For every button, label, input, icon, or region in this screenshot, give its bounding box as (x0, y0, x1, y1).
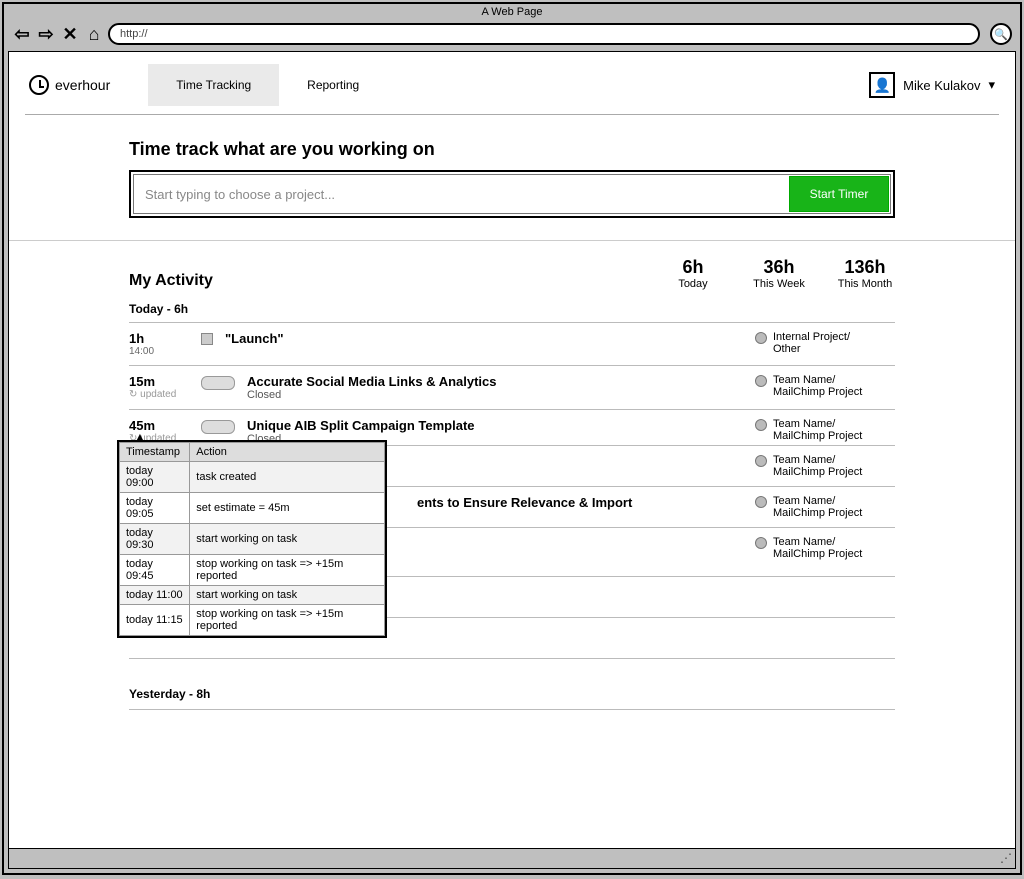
activity-row[interactable]: 1h14:00 "Launch" Internal Project/Other (129, 322, 895, 365)
project-label: Team Name/MailChimp Project (755, 454, 895, 478)
brand-name: everhour (55, 77, 110, 93)
duration: 15m↻ updated (129, 374, 189, 400)
task: "Launch" (225, 331, 743, 346)
today-label: Today - 6h (129, 302, 895, 316)
project-dot-icon (755, 375, 767, 387)
browser-toolbar: ⇦ ⇨ ✕ ⌂ http:// 🔍 (4, 20, 1020, 51)
project-dot-icon (755, 455, 767, 467)
duration: 1h14:00 (129, 331, 189, 357)
task: Accurate Social Media Links & AnalyticsC… (247, 374, 743, 401)
forward-icon[interactable]: ⇨ (36, 24, 56, 44)
start-timer-button[interactable]: Start Timer (789, 176, 889, 212)
search-icon[interactable]: 🔍 (990, 23, 1012, 45)
back-icon[interactable]: ⇦ (12, 24, 32, 44)
close-icon[interactable]: ✕ (60, 24, 80, 44)
activity-row[interactable]: 15m↻ updated Accurate Social Media Links … (129, 365, 895, 409)
project-label: Team Name/MailChimp Project (755, 536, 895, 560)
brand[interactable]: everhour (29, 75, 110, 95)
stat-month: 136h This Month (835, 257, 895, 290)
project-label: Team Name/MailChimp Project (755, 418, 895, 442)
stat-today: 6h Today (663, 257, 723, 290)
user-menu[interactable]: 👤 Mike Kulakov ▾ (869, 72, 995, 98)
user-icon: 👤 (869, 72, 895, 98)
project-label: Team Name/MailChimp Project (755, 495, 895, 519)
project-dot-icon (755, 419, 767, 431)
tab-reporting[interactable]: Reporting (279, 64, 387, 106)
history-popup: TimestampActiontoday 09:00task createdto… (117, 440, 387, 638)
tag-icon (201, 420, 235, 434)
project-dot-icon (755, 537, 767, 549)
tag-icon (201, 333, 213, 345)
project-label: Team Name/MailChimp Project (755, 374, 895, 398)
stat-week: 36h This Week (749, 257, 809, 290)
chevron-down-icon: ▾ (988, 77, 995, 93)
clock-icon (29, 75, 49, 95)
yesterday-label: Yesterday - 8h (129, 687, 895, 701)
url-bar[interactable]: http:// (108, 23, 980, 45)
page-heading: Time track what are you working on (129, 139, 895, 160)
project-input[interactable]: Start typing to choose a project... (131, 172, 785, 216)
user-name: Mike Kulakov (903, 78, 980, 93)
project-label: Internal Project/Other (755, 331, 895, 355)
tag-icon (201, 376, 235, 390)
home-icon[interactable]: ⌂ (84, 24, 104, 44)
project-dot-icon (755, 496, 767, 508)
browser-title: A Web Page (4, 4, 1020, 20)
resize-grip-icon[interactable]: ⋰ (1000, 851, 1012, 865)
activity-row[interactable]: 45m↻ updatedUnique AIB Split Campaign Te… (129, 409, 895, 445)
activity-title: My Activity (129, 272, 637, 290)
tab-time-tracking[interactable]: Time Tracking (148, 64, 279, 106)
project-dot-icon (755, 332, 767, 344)
